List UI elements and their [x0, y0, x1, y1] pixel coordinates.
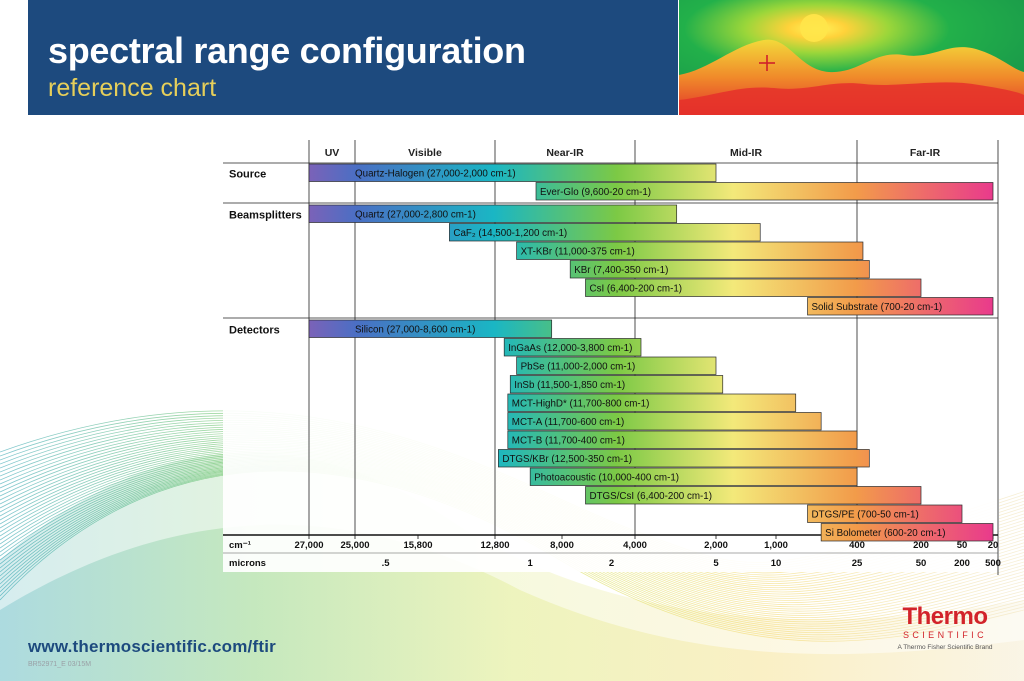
- range-bar-label: InSb (11,500-1,850 cm-1): [514, 380, 625, 391]
- range-bar: [308, 204, 678, 223]
- region-label: Far-IR: [910, 147, 941, 159]
- range-bar-label: Quartz-Halogen (27,000-2,000 cm-1): [355, 169, 516, 180]
- range-bar-label: Solid Substrate (700-20 cm-1): [812, 302, 943, 313]
- range-bar-label: XT-KBr (11,000-375 cm-1): [521, 247, 635, 258]
- axis-microns-tick-label: 200: [954, 558, 970, 569]
- range-bar: [509, 375, 724, 394]
- range-bar-label: CsI (6,400-200 cm-1): [590, 284, 683, 295]
- range-bar: [535, 182, 994, 201]
- axis-cm-tick-label: 2,000: [704, 540, 728, 551]
- axis-microns-label: microns: [229, 558, 266, 569]
- axis-cm-tick-label: 15,800: [403, 540, 432, 551]
- axis-microns-tick-label: 2: [609, 558, 614, 569]
- range-bar: [449, 223, 761, 242]
- range-bar: [820, 523, 994, 542]
- footer-code: BR52971_E 03/15M: [28, 661, 92, 668]
- logo-tagline: A Thermo Fisher Scientific Brand: [897, 644, 993, 651]
- range-bar-label: DTGS/KBr (12,500-350 cm-1): [502, 454, 632, 465]
- group-label: Beamsplitters: [229, 210, 302, 222]
- range-bar: [507, 430, 858, 449]
- range-bar: [516, 241, 864, 260]
- axis-microns-tick-label: 25: [852, 558, 863, 569]
- axis-cm-tick-label: 400: [849, 540, 865, 551]
- page-subtitle: reference chart: [48, 74, 217, 102]
- range-bar: [507, 393, 797, 412]
- range-bar: [498, 449, 870, 468]
- axis-cm-tick-label: 50: [957, 540, 968, 551]
- range-bar-label: DTGS/CsI (6,400-200 cm-1): [590, 491, 713, 502]
- range-bar: [503, 338, 642, 357]
- range-bar-label: Ever-Glo (9,600-20 cm-1): [540, 187, 651, 198]
- axis-cm-tick-label: 12,800: [480, 540, 509, 551]
- axis-cm-label: cm⁻¹: [229, 540, 251, 551]
- range-bar-label: Si Bolometer (600-20 cm-1): [825, 528, 945, 539]
- range-bar-label: Quartz (27,000-2,800 cm-1): [355, 210, 476, 221]
- axis-cm-tick-label: 200: [913, 540, 929, 551]
- range-bar-label: MCT-HighD* (11,700-800 cm-1): [512, 399, 650, 410]
- range-bar-label: Silicon (27,000-8,600 cm-1): [355, 325, 475, 336]
- header-banner: spectral range configuration reference c…: [28, 0, 678, 115]
- logo-wordmark: Thermo: [902, 603, 988, 630]
- thermo-logo: Thermo SCIENTIFIC A Thermo Fisher Scient…: [880, 604, 1010, 660]
- range-bar: [585, 278, 922, 297]
- range-bar: [529, 467, 858, 486]
- range-bar: [807, 504, 963, 523]
- range-bar-label: DTGS/PE (700-50 cm-1): [812, 510, 919, 521]
- axis-cm-tick-label: 8,000: [550, 540, 574, 551]
- range-bar: [516, 356, 717, 375]
- group-label: Detectors: [229, 325, 280, 337]
- axis-microns-tick-label: 1: [528, 558, 534, 569]
- range-bar: [308, 319, 553, 338]
- range-bar-label: Photoacoustic (10,000-400 cm-1): [534, 473, 679, 484]
- range-bar-label: MCT-A (11,700-600 cm-1): [512, 417, 625, 428]
- range-bar-label: KBr (7,400-350 cm-1): [574, 265, 668, 276]
- logo-subword: SCIENTIFIC: [902, 630, 987, 640]
- range-bar-label: InGaAs (12,000-3,800 cm-1): [508, 343, 632, 354]
- page-title: spectral range configuration: [48, 30, 526, 71]
- range-bar-label: CaF₂ (14,500-1,200 cm-1): [453, 228, 567, 239]
- axis-microns-tick-label: 50: [916, 558, 927, 569]
- region-label: Near-IR: [546, 147, 584, 159]
- range-bar: [807, 297, 994, 316]
- axis-cm-tick-label: 20: [988, 540, 999, 551]
- region-label: Visible: [408, 147, 442, 159]
- range-bar: [507, 412, 822, 431]
- range-bar-label: MCT-B (11,700-400 cm-1): [512, 436, 625, 447]
- range-bar-label: PbSe (11,000-2,000 cm-1): [521, 362, 636, 373]
- range-bar: [308, 163, 717, 182]
- axis-microns-tick-label: .5: [382, 558, 391, 569]
- spectrum-image: [679, 0, 1024, 115]
- axis-cm-tick-label: 25,000: [340, 540, 369, 551]
- axis-microns-tick-label: 10: [771, 558, 782, 569]
- axis-cm-tick-label: 4,000: [623, 540, 647, 551]
- axis-microns-tick-label: 500: [985, 558, 1001, 569]
- region-label: UV: [325, 147, 340, 159]
- footer-url-link[interactable]: www.thermoscientific.com/ftir: [28, 637, 276, 656]
- axis-cm-tick-label: 1,000: [764, 540, 788, 551]
- axis-cm-tick-label: 27,000: [294, 540, 323, 551]
- group-label: Source: [229, 169, 266, 181]
- axis-microns-tick-label: 5: [713, 558, 719, 569]
- range-bar: [585, 486, 922, 505]
- region-label: Mid-IR: [730, 147, 762, 159]
- range-bar: [569, 260, 870, 279]
